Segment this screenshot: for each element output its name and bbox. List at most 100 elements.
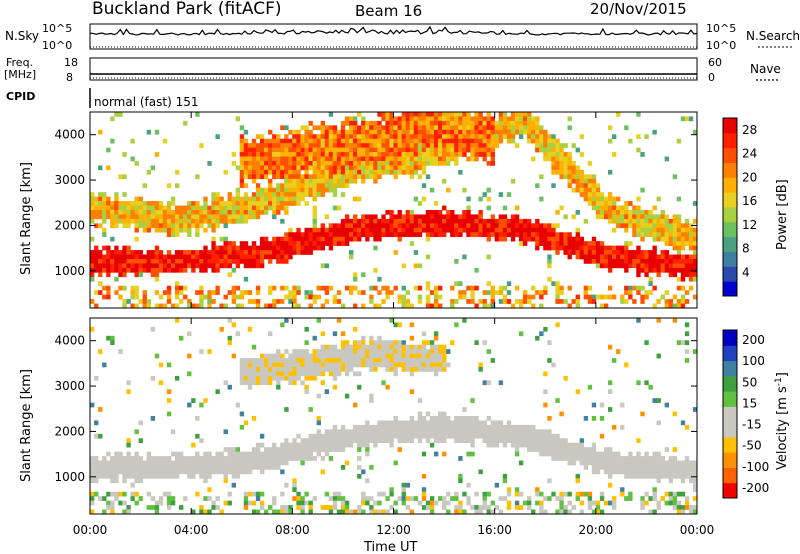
heatmap-cell [607, 210, 613, 215]
heatmap-cell [191, 263, 196, 269]
heatmap-cell [268, 358, 273, 363]
heatmap-cell [300, 196, 305, 202]
heatmap-cell [179, 290, 184, 295]
heatmap-cell [433, 161, 439, 166]
heatmap-cell [227, 340, 232, 346]
heatmap-cell [276, 205, 281, 211]
heatmap-cell [551, 447, 556, 452]
heatmap-cell [207, 218, 212, 224]
heatmap-cell [138, 254, 143, 260]
heatmap-cell [110, 460, 115, 466]
heatmap-cell [579, 451, 584, 457]
heatmap-cell [150, 254, 156, 260]
heatmap-cell [122, 460, 127, 466]
heatmap-cell [684, 290, 690, 295]
heatmap-cell [243, 147, 249, 153]
heatmap-cell [312, 214, 317, 220]
heatmap-cell [652, 236, 657, 242]
heatmap-cell [385, 223, 390, 229]
heatmap-cell [680, 469, 686, 475]
heatmap-cell [640, 460, 645, 466]
heatmap-cell [272, 187, 277, 193]
heatmap-cell [377, 143, 382, 148]
heatmap-cell [130, 254, 135, 260]
heatmap-cell [336, 236, 342, 242]
heatmap-cell [684, 272, 690, 278]
heatmap-cell [470, 125, 475, 131]
heatmap-cell [575, 169, 580, 175]
heatmap-cell [498, 214, 504, 220]
heatmap-cell [247, 254, 253, 260]
heatmap-cell [344, 500, 350, 506]
heatmap-cell [308, 290, 313, 295]
heatmap-cell [90, 509, 95, 515]
heatmap-cell [672, 232, 678, 238]
heatmap-cell [514, 491, 520, 497]
heatmap-cell [632, 210, 637, 215]
heatmap-cell [442, 227, 447, 233]
heatmap-cell [607, 263, 613, 269]
heatmap-cell [381, 424, 386, 430]
heatmap-cell [514, 116, 520, 122]
heatmap-cell [203, 250, 208, 255]
heatmap-cell [243, 205, 249, 211]
heatmap-cell [401, 429, 406, 435]
heatmap-cell [332, 125, 338, 131]
heatmap-cell [664, 290, 669, 295]
colorbar-swatch [723, 236, 737, 252]
heatmap-cell [247, 451, 253, 457]
heatmap-cell [365, 223, 370, 229]
heatmap-cell [417, 299, 423, 304]
heatmap-cell [628, 263, 633, 269]
heatmap-cell [571, 245, 576, 251]
heatmap-cell [162, 210, 168, 215]
heatmap-cell [389, 147, 394, 153]
heatmap-cell [587, 241, 593, 246]
heatmap-cell [377, 169, 382, 175]
heatmap-cell [264, 380, 269, 386]
heatmap-cell [332, 424, 338, 430]
heatmap-cell [288, 509, 293, 515]
heatmap-cell [126, 460, 131, 466]
heatmap-cell [640, 187, 645, 193]
heatmap-cell [535, 487, 540, 493]
heatmap-cell [357, 236, 362, 242]
heatmap-cell [187, 223, 192, 229]
heatmap-cell [555, 281, 560, 287]
heatmap-cell [328, 165, 334, 171]
heatmap-cell [187, 254, 192, 260]
heatmap-cell [616, 218, 621, 224]
heatmap-cell [268, 465, 273, 470]
heatmap-cell [227, 451, 232, 457]
heatmap-cell [624, 214, 629, 220]
heatmap-cell [587, 500, 593, 506]
heatmap-cell [676, 254, 682, 260]
heatmap-cell [308, 433, 313, 439]
heatmap-cell [599, 465, 605, 470]
heatmap-cell [563, 241, 568, 246]
heatmap-cell [632, 205, 637, 211]
heatmap-cell [348, 134, 354, 140]
heatmap-cell [195, 205, 200, 211]
heatmap-cell [555, 165, 560, 171]
heatmap-cell [628, 138, 633, 144]
freq-tick-top: 18 [64, 56, 78, 69]
heatmap-cell [438, 152, 443, 157]
heatmap-cell [506, 120, 512, 126]
heatmap-cell [442, 496, 447, 501]
heatmap-cell [126, 442, 131, 448]
nsky-trace [89, 25, 698, 36]
heatmap-cell [527, 116, 532, 122]
heatmap-cell [187, 218, 192, 224]
heatmap-cell [223, 473, 228, 479]
heatmap-cell [268, 285, 273, 291]
heatmap-cell [587, 187, 593, 193]
heatmap-cell [401, 294, 406, 300]
heatmap-cell [324, 429, 330, 435]
heatmap-cell [571, 456, 576, 461]
heatmap-cell [280, 125, 285, 131]
heatmap-cell [482, 505, 487, 510]
heatmap-cell [280, 250, 285, 255]
heatmap-cell [280, 491, 285, 497]
heatmap-cell [223, 223, 228, 229]
